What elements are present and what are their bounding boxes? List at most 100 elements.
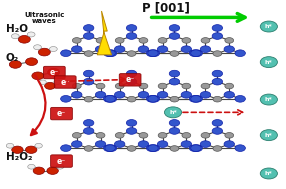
Circle shape <box>181 141 192 147</box>
Circle shape <box>138 46 149 53</box>
Circle shape <box>213 51 222 56</box>
Text: h*: h* <box>265 24 273 29</box>
Circle shape <box>38 48 50 56</box>
Circle shape <box>105 50 115 57</box>
Circle shape <box>72 91 82 98</box>
Circle shape <box>72 38 81 43</box>
FancyArrowPatch shape <box>31 74 45 135</box>
Circle shape <box>235 95 245 102</box>
Circle shape <box>104 50 114 57</box>
Circle shape <box>225 83 234 89</box>
Circle shape <box>54 80 61 84</box>
Circle shape <box>126 25 137 31</box>
Circle shape <box>84 78 94 85</box>
Circle shape <box>170 51 179 56</box>
Circle shape <box>158 38 167 43</box>
FancyBboxPatch shape <box>51 155 72 167</box>
Circle shape <box>260 130 277 141</box>
Circle shape <box>48 68 60 76</box>
Circle shape <box>56 164 64 169</box>
Circle shape <box>18 36 30 43</box>
Circle shape <box>35 143 42 148</box>
Circle shape <box>260 57 277 68</box>
Circle shape <box>84 70 94 77</box>
Circle shape <box>169 128 180 134</box>
Circle shape <box>127 96 136 102</box>
Circle shape <box>169 70 180 77</box>
Circle shape <box>189 95 200 102</box>
Circle shape <box>138 91 149 98</box>
Circle shape <box>95 46 106 53</box>
Text: H₂O: H₂O <box>6 24 28 34</box>
Text: Ultrasonic
waves: Ultrasonic waves <box>24 12 65 24</box>
Text: e⁻: e⁻ <box>57 109 66 118</box>
Circle shape <box>9 61 21 68</box>
Circle shape <box>39 80 46 84</box>
Circle shape <box>25 146 37 153</box>
Circle shape <box>95 141 106 147</box>
Circle shape <box>158 83 167 89</box>
Circle shape <box>201 38 210 43</box>
Circle shape <box>27 32 35 37</box>
Circle shape <box>158 132 167 138</box>
Circle shape <box>95 91 106 98</box>
Circle shape <box>104 145 114 151</box>
Circle shape <box>260 94 277 105</box>
Circle shape <box>114 91 125 98</box>
Text: e⁻: e⁻ <box>50 68 59 77</box>
Circle shape <box>106 95 117 102</box>
Circle shape <box>84 25 94 31</box>
Circle shape <box>148 145 158 151</box>
Circle shape <box>126 78 137 85</box>
Polygon shape <box>97 11 112 55</box>
Circle shape <box>192 50 202 57</box>
Circle shape <box>212 120 223 126</box>
Circle shape <box>96 38 105 43</box>
Circle shape <box>45 82 55 89</box>
Circle shape <box>106 50 117 57</box>
Circle shape <box>225 38 234 43</box>
Circle shape <box>25 58 37 65</box>
Circle shape <box>127 146 136 151</box>
Circle shape <box>72 83 81 89</box>
FancyBboxPatch shape <box>0 5 66 189</box>
Circle shape <box>127 51 136 56</box>
Circle shape <box>182 38 191 43</box>
Circle shape <box>72 46 82 53</box>
Circle shape <box>235 50 245 57</box>
Circle shape <box>146 145 157 151</box>
Circle shape <box>61 145 71 151</box>
Circle shape <box>224 141 235 147</box>
Circle shape <box>181 91 192 98</box>
Circle shape <box>225 132 234 138</box>
Circle shape <box>189 145 200 151</box>
Circle shape <box>169 33 180 39</box>
Circle shape <box>182 132 191 138</box>
Circle shape <box>149 50 160 57</box>
Circle shape <box>126 120 137 126</box>
Circle shape <box>139 38 148 43</box>
Circle shape <box>149 95 160 102</box>
Circle shape <box>139 83 148 89</box>
Circle shape <box>192 145 202 151</box>
Circle shape <box>33 167 45 174</box>
FancyBboxPatch shape <box>43 66 65 79</box>
Circle shape <box>212 128 223 134</box>
Circle shape <box>149 145 160 151</box>
Circle shape <box>11 34 19 39</box>
Circle shape <box>61 50 71 57</box>
Circle shape <box>148 95 158 102</box>
Circle shape <box>260 21 277 32</box>
Text: h*: h* <box>265 133 273 138</box>
Circle shape <box>157 91 168 98</box>
Circle shape <box>170 146 179 151</box>
Circle shape <box>6 143 14 148</box>
Circle shape <box>33 45 41 50</box>
Text: h*: h* <box>169 110 177 115</box>
Circle shape <box>191 145 201 151</box>
Circle shape <box>191 50 201 57</box>
Circle shape <box>157 141 168 147</box>
Text: e⁻: e⁻ <box>126 75 135 84</box>
Circle shape <box>224 46 235 53</box>
Circle shape <box>169 25 180 31</box>
